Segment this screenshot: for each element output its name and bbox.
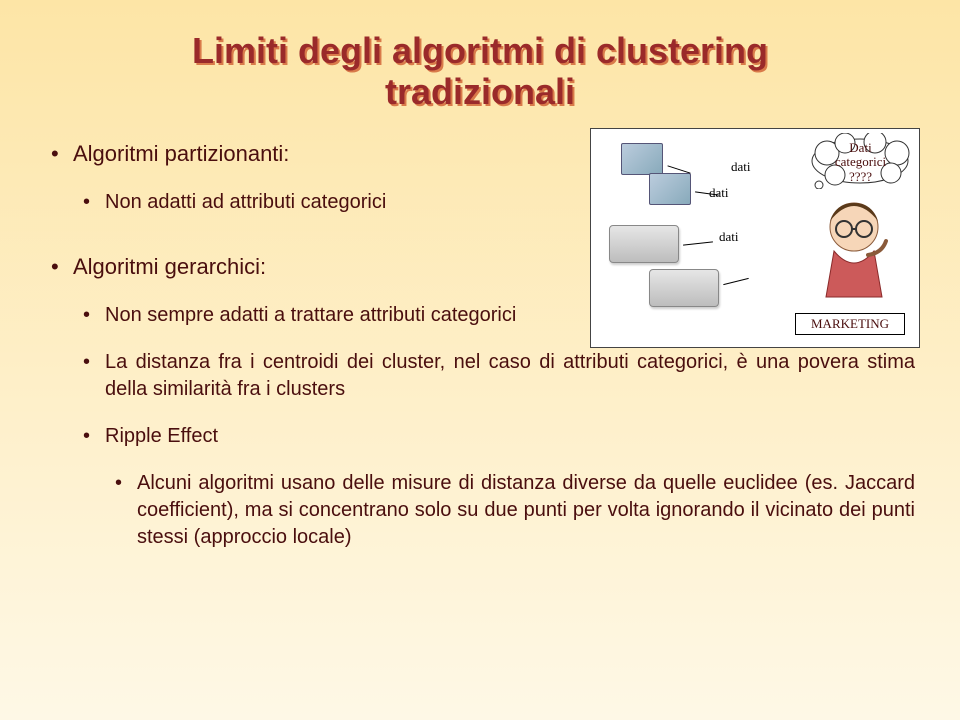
slide: Limiti degli algoritmi di clustering tra… xyxy=(0,0,960,720)
data-image-icon xyxy=(621,143,663,175)
bullet-ripple-sub1: Alcuni algoritmi usano delle misure di d… xyxy=(115,470,915,551)
title-line1-part1: Limiti degli algoritmi di xyxy=(192,30,596,71)
bullet-ripple-effect: Ripple Effect xyxy=(83,423,915,450)
data-image-icon xyxy=(649,173,691,205)
title-highlight-word: clustering xyxy=(596,30,768,71)
bullet-partizionanti-sub1: Non adatti ad attributi categorici xyxy=(83,189,563,216)
marketing-label-box: MARKETING xyxy=(795,313,905,335)
keyboard-icon xyxy=(609,225,679,263)
title-line2: tradizionali xyxy=(385,71,575,112)
slide-title: Limiti degli algoritmi di clustering tra… xyxy=(45,30,915,113)
bullet-gerarchici: Algoritmi gerarchici: xyxy=(51,254,531,280)
bullet-partizionanti: Algoritmi partizionanti: xyxy=(51,141,531,167)
cloud-line2: categorici xyxy=(835,154,886,169)
thought-cloud-text: Dati categorici ???? xyxy=(818,141,903,184)
arrow-icon xyxy=(683,241,713,245)
bullet-gerarchici-sub2: La distanza fra i centroidi dei cluster,… xyxy=(83,349,915,403)
dati-label: dati xyxy=(719,229,739,245)
dati-label: dati xyxy=(709,185,729,201)
cloud-line1: Dati xyxy=(849,140,871,155)
person-icon xyxy=(806,193,901,313)
arrow-icon xyxy=(723,278,748,285)
keyboard-icon xyxy=(649,269,719,307)
dati-label: dati xyxy=(731,159,751,175)
illustration-box: dati dati dati xyxy=(590,128,920,348)
cloud-line3: ???? xyxy=(849,169,872,184)
